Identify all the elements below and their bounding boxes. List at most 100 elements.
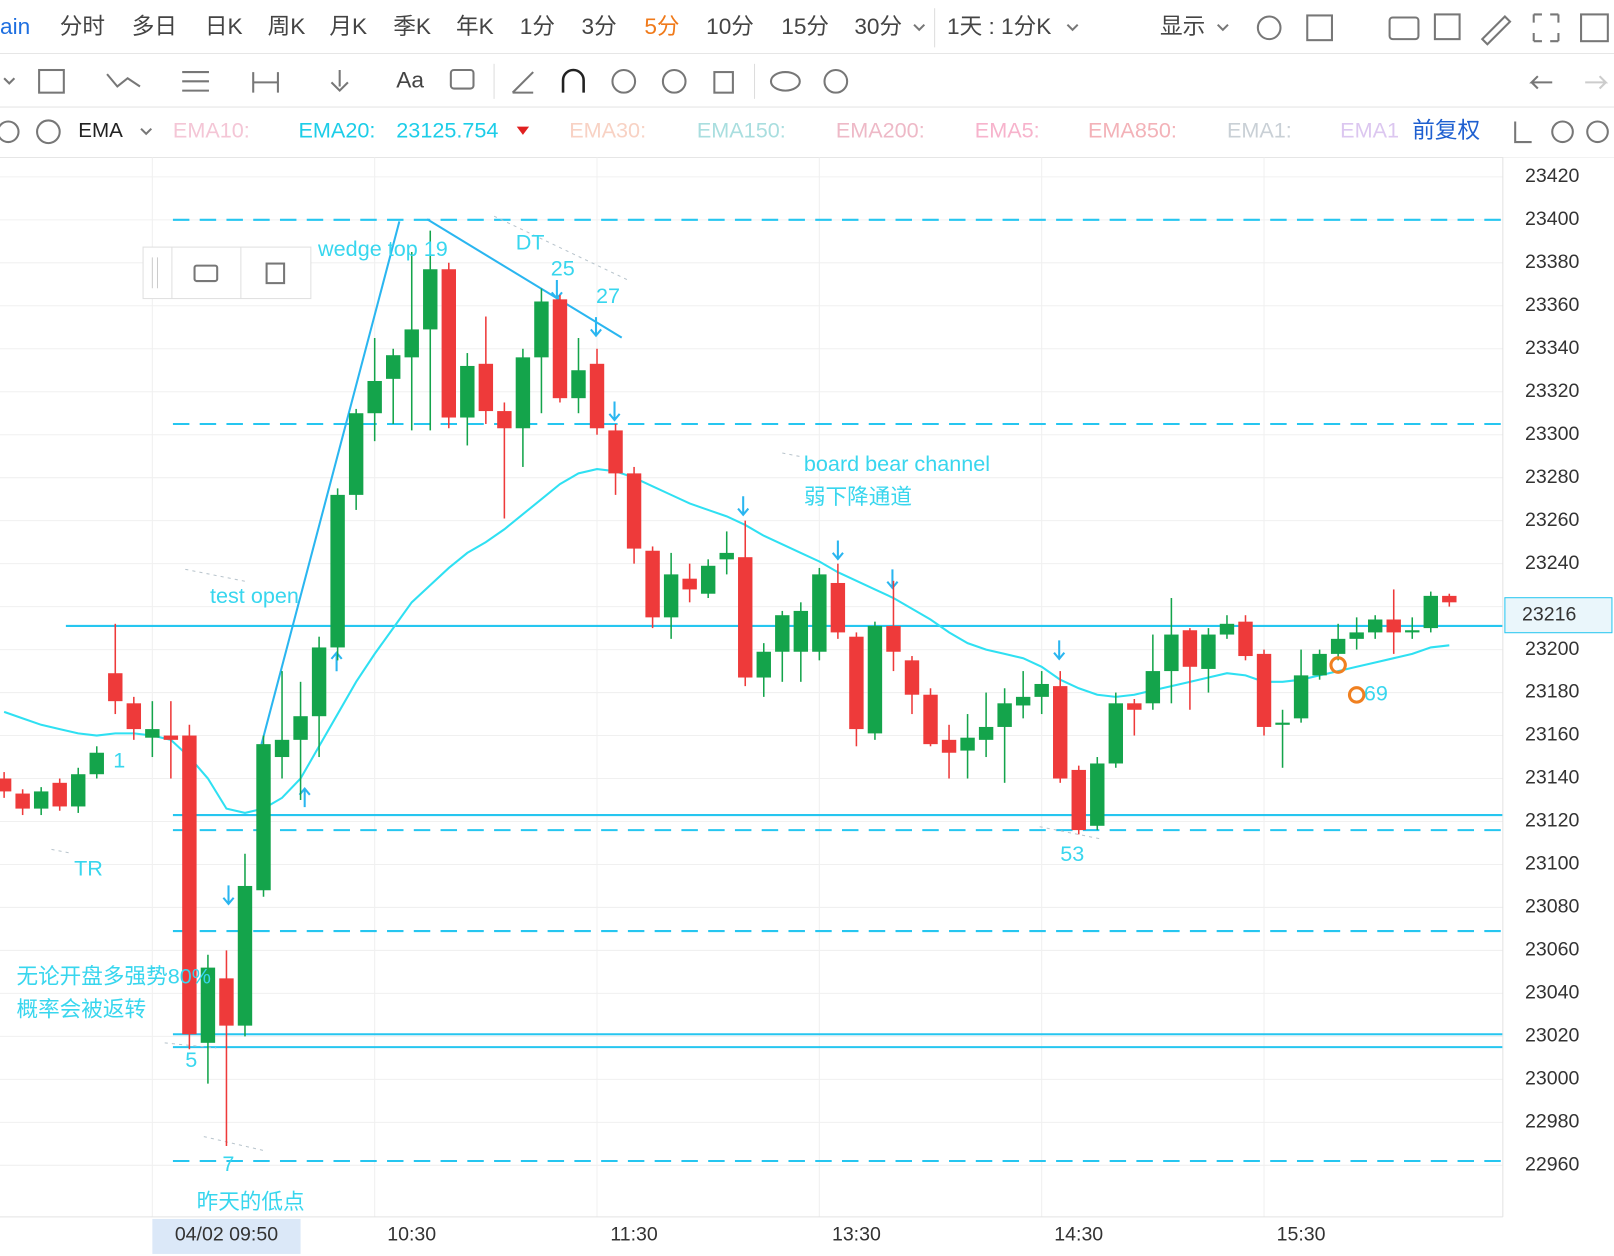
y-tick-label: 23320 bbox=[1525, 380, 1579, 402]
interval-select[interactable]: 1天 : 1分K bbox=[947, 14, 1051, 39]
candle-body bbox=[1442, 595, 1457, 603]
trash-icon[interactable] bbox=[265, 262, 286, 285]
candle-body bbox=[497, 411, 512, 429]
ema-label: EMA20: bbox=[299, 117, 376, 142]
rect-tool[interactable] bbox=[38, 68, 65, 94]
candle-body bbox=[997, 703, 1012, 727]
y-tick-label: 23020 bbox=[1525, 1025, 1579, 1047]
last-price-label: 23216 bbox=[1522, 603, 1576, 625]
undo[interactable] bbox=[1529, 75, 1553, 90]
candle-body bbox=[89, 752, 104, 775]
chevron[interactable] bbox=[3, 77, 16, 85]
tab[interactable]: ain bbox=[0, 14, 30, 39]
annotation: TR bbox=[74, 856, 103, 881]
layout-icon[interactable] bbox=[1306, 14, 1333, 42]
candle-body bbox=[645, 550, 660, 618]
crosshair-label: 04/02 09:50 bbox=[175, 1224, 278, 1246]
y-axis-panel bbox=[1502, 157, 1614, 1256]
settings-tool[interactable] bbox=[823, 68, 849, 94]
chevron[interactable] bbox=[1066, 23, 1079, 32]
y-tick-label: 23120 bbox=[1525, 810, 1579, 832]
period-tab[interactable]: 月K bbox=[329, 14, 367, 39]
reset-icon[interactable] bbox=[1514, 121, 1532, 144]
candle-body bbox=[1182, 630, 1198, 667]
period-tab[interactable]: 1分 bbox=[520, 14, 555, 39]
ruler-tool[interactable] bbox=[511, 71, 534, 94]
lock-tool[interactable] bbox=[611, 68, 637, 94]
candle-body bbox=[33, 791, 49, 809]
candle-body bbox=[1312, 653, 1327, 676]
period-tab[interactable]: 季K bbox=[393, 14, 431, 39]
period-tab[interactable]: 日K bbox=[205, 14, 243, 39]
chevron[interactable] bbox=[140, 127, 153, 136]
period-tab[interactable]: 5分 bbox=[644, 14, 679, 39]
zoom-out[interactable] bbox=[1551, 120, 1574, 144]
y-tick-label: 23300 bbox=[1525, 423, 1579, 445]
x-tick-label: 13:30 bbox=[832, 1224, 881, 1246]
compare-tool[interactable] bbox=[769, 71, 801, 92]
edit-icon[interactable] bbox=[1433, 13, 1461, 41]
display-menu[interactable]: 显示 bbox=[1160, 14, 1205, 39]
arrow bbox=[831, 540, 844, 561]
candle-body bbox=[960, 737, 975, 751]
candle-body bbox=[719, 552, 734, 560]
panel-icon[interactable] bbox=[1580, 13, 1609, 43]
ema-label: EMA1: bbox=[1227, 117, 1292, 142]
ema-label: EMA5: bbox=[975, 117, 1040, 142]
note-tool[interactable] bbox=[449, 68, 475, 90]
period-tab[interactable]: 3分 bbox=[582, 14, 617, 39]
candle-body bbox=[849, 636, 864, 730]
arrow bbox=[1053, 640, 1066, 661]
candle-body bbox=[663, 574, 679, 618]
annotation: board bear channel bbox=[804, 451, 990, 476]
delete-tool[interactable] bbox=[713, 71, 734, 94]
candle-body bbox=[700, 565, 716, 594]
period-tab[interactable]: 周K bbox=[268, 14, 306, 39]
candle-body bbox=[367, 380, 382, 414]
unlock-icon[interactable] bbox=[193, 264, 219, 283]
indicator-close[interactable] bbox=[36, 119, 61, 145]
adjust-select[interactable]: 前复权 bbox=[1412, 118, 1480, 143]
candle-body bbox=[515, 357, 531, 429]
period-tab[interactable]: 年K bbox=[456, 14, 494, 39]
period-tab[interactable]: 分时 bbox=[60, 14, 105, 39]
line-tool[interactable] bbox=[106, 73, 141, 88]
period-tab[interactable]: 多日 bbox=[132, 14, 177, 39]
chevron[interactable] bbox=[913, 23, 926, 32]
period-tab[interactable]: 15分 bbox=[781, 14, 829, 39]
indicator-settings[interactable] bbox=[0, 120, 20, 144]
annotation: 53 bbox=[1060, 841, 1084, 866]
y-tick-label: 22960 bbox=[1525, 1153, 1579, 1175]
measure-tool[interactable] bbox=[252, 72, 279, 93]
settings-icon[interactable] bbox=[1256, 15, 1282, 41]
indicator-name[interactable]: EMA bbox=[78, 119, 123, 142]
period-tab[interactable]: 10分 bbox=[706, 14, 754, 39]
redo[interactable] bbox=[1585, 75, 1609, 90]
guide-dash bbox=[51, 215, 1102, 1152]
period-bar: ain 分时 多日 日K 周K 月K 季K 年K 1分 3分 5分 10分 15… bbox=[0, 8, 1609, 48]
y-tick-label: 23420 bbox=[1525, 165, 1579, 187]
camera-icon[interactable] bbox=[1388, 16, 1420, 41]
ema-label: EMA200: bbox=[836, 117, 925, 142]
y-tick-label: 22980 bbox=[1525, 1111, 1579, 1133]
candle-body bbox=[738, 557, 753, 678]
x-tick-label: 15:30 bbox=[1277, 1224, 1326, 1246]
pen-icon[interactable] bbox=[1480, 15, 1512, 46]
arrow-tool[interactable] bbox=[330, 70, 349, 93]
fullscreen-icon[interactable] bbox=[1532, 13, 1560, 43]
chevron[interactable] bbox=[1216, 23, 1229, 32]
candle-body bbox=[923, 694, 938, 745]
zoom-in[interactable] bbox=[1586, 120, 1609, 144]
crosshair-box bbox=[152, 1218, 301, 1254]
magnet-tool[interactable] bbox=[561, 68, 585, 93]
y-tick-label: 23340 bbox=[1525, 337, 1579, 359]
period-tab[interactable]: 30分 bbox=[854, 14, 902, 39]
text-tool[interactable]: Aa bbox=[396, 67, 424, 92]
candle-body bbox=[52, 782, 67, 807]
hide-tool[interactable] bbox=[661, 68, 687, 94]
drag-handle[interactable] bbox=[151, 257, 159, 289]
annotation: 27 bbox=[596, 283, 620, 308]
candle-body bbox=[1238, 621, 1253, 657]
candle-body bbox=[311, 647, 327, 717]
fib-tool[interactable] bbox=[182, 71, 209, 92]
